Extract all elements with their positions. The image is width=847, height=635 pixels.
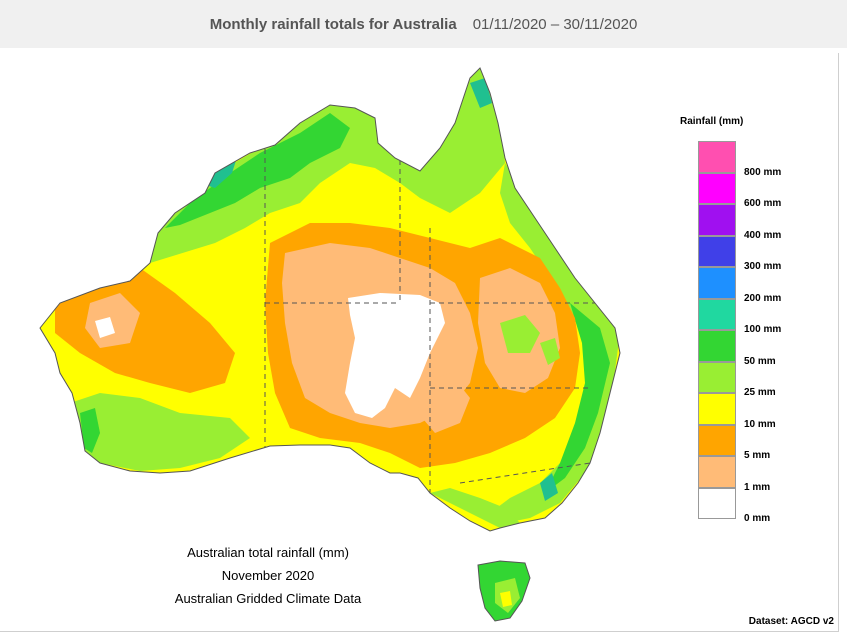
page-header: Monthly rainfall totals for Australia 01… [0, 0, 847, 48]
legend-swatch [698, 330, 736, 362]
legend-swatch [698, 298, 736, 330]
date-range: 01/11/2020 – 30/11/2020 [472, 15, 638, 33]
legend-label: 100 mm [744, 324, 782, 335]
legend-label: 50 mm [744, 355, 776, 367]
legend-title: Rainfall (mm) [680, 116, 744, 127]
caption-line-1: Australian total rainfall (mm) [187, 545, 349, 560]
caption-line-2: November 2020 [221, 568, 315, 583]
legend-label: 0 mm [744, 513, 771, 524]
legend-label: 10 mm [744, 418, 776, 430]
map-caption: Australian total rainfall (mm) November … [160, 541, 376, 610]
mainland-coastline [39, 67, 621, 532]
legend-swatch [698, 487, 736, 519]
rainfall-map-panel: Rainfall (mm) 800 mm 600 mm 400 mm 300 mm 20… [0, 53, 839, 632]
legend-swatch [698, 172, 736, 204]
dataset-label: Dataset: AGCD v2 [748, 616, 834, 627]
legend-swatch [698, 361, 736, 393]
legend-label: 600 mm [744, 198, 782, 209]
legend-swatch [698, 204, 736, 236]
legend-label: 25 mm [744, 387, 776, 398]
legend-swatch [698, 456, 736, 488]
legend-swatch [698, 424, 736, 456]
australia-rainfall-map [39, 67, 621, 622]
legend-swatch [698, 141, 736, 173]
legend-label: 400 mm [744, 229, 782, 241]
rainfall-legend [698, 141, 736, 519]
legend-label: 800 mm [744, 166, 782, 178]
tasmania-coastline [477, 560, 531, 622]
page-title: Monthly rainfall totals for Australia [209, 15, 457, 33]
legend-label: 5 mm [744, 450, 771, 461]
legend-swatch [698, 393, 736, 425]
legend-swatch [698, 235, 736, 267]
legend-label: 200 mm [744, 292, 782, 304]
caption-line-3: Australian Gridded Climate Data [174, 591, 362, 606]
legend-label: 1 mm [744, 481, 771, 493]
legend-label: 300 mm [744, 261, 782, 272]
legend-swatch [698, 267, 736, 299]
